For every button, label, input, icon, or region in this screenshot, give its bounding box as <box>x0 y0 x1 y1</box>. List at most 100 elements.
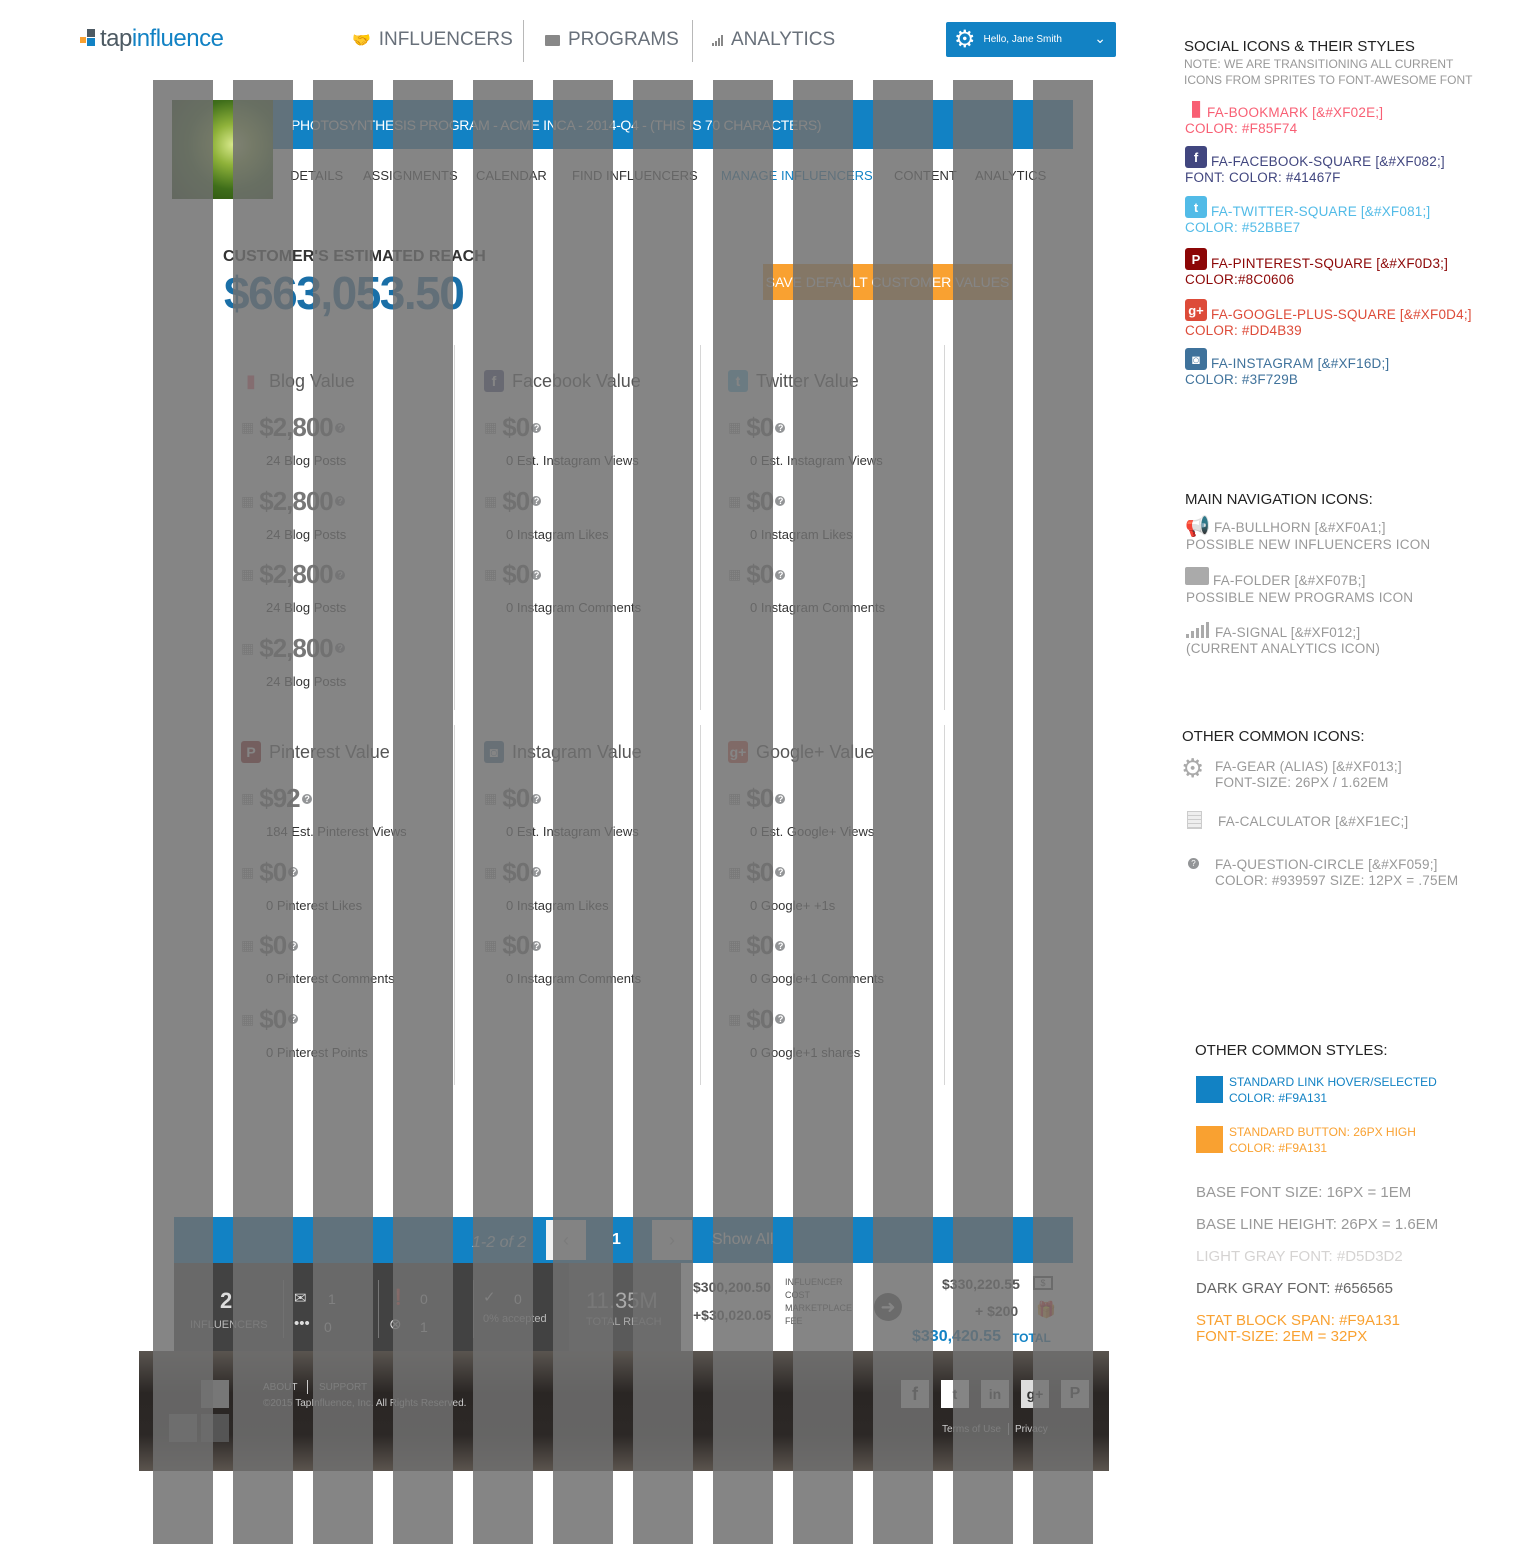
bullhorn-desc: POSSIBLE NEW INFLUENCERS ICON <box>1186 537 1431 552</box>
save-default-values-button[interactable]: SAVE DEFAULT CUSTOMER VALUES <box>763 264 1012 300</box>
amount-value: $2,800 <box>259 412 334 442</box>
question-circle-icon[interactable]: ? <box>775 569 786 580</box>
calculator-icon: ▦ <box>241 492 254 509</box>
tab-assignments[interactable]: ASSIGNMENTS <box>363 168 458 183</box>
card-amount: ▦ $0? <box>241 1004 299 1035</box>
linkedin-icon[interactable]: in <box>981 1380 1009 1408</box>
card-amount: ▦ $0? <box>484 783 542 814</box>
card-metric-desc: 24 Blog Posts <box>266 453 347 468</box>
current-page[interactable]: 1 <box>612 1231 621 1248</box>
mail-count: 1 <box>328 1291 336 1307</box>
pagination-bar <box>174 1217 1073 1263</box>
column-divider <box>454 345 455 710</box>
next-page-button[interactable]: › <box>652 1220 692 1260</box>
question-circle-icon[interactable]: ? <box>334 569 345 580</box>
pinterest-square-icon: P <box>1185 248 1207 270</box>
question-circle-icon[interactable]: ? <box>775 940 786 951</box>
question-circle-icon[interactable]: ? <box>531 793 542 804</box>
card-metric-desc: 0 Google+1 shares <box>750 1044 861 1060</box>
logo[interactable]: tap influence <box>80 25 224 52</box>
nav-influencers[interactable]: 🤝 INFLUENCERS <box>352 28 513 52</box>
question-circle-icon[interactable]: ? <box>334 422 345 433</box>
question-circle-icon[interactable]: ? <box>775 422 786 433</box>
question-circle-icon[interactable]: ? <box>531 569 542 580</box>
calculator-icon: ▦ <box>484 492 497 509</box>
question-circle-icon[interactable]: ? <box>531 422 542 433</box>
card-header: P Pinterest Value <box>241 741 390 763</box>
question-circle-icon[interactable]: ? <box>334 496 345 506</box>
nav-analytics-label: ANALYTICS <box>731 29 836 50</box>
other-icons-title: OTHER COMMON ICONS: <box>1182 728 1365 745</box>
terms-link[interactable]: Terms of Use <box>942 1424 1001 1435</box>
card-metric-desc: 0 Instagram Comments <box>506 971 642 986</box>
question-circle-icon[interactable]: ? <box>288 867 299 877</box>
social-style-name: FA-FACEBOOK-SQUARE [&#XF082;] <box>1211 154 1445 169</box>
amount-value: $0 <box>746 856 774 887</box>
twitter-square-icon: t <box>1185 196 1207 218</box>
amount-value: $0 <box>502 412 530 442</box>
card-header: ◙ Instagram Value <box>484 741 642 763</box>
question-circle-icon[interactable]: ? <box>334 643 345 653</box>
pinterest-square-icon: P <box>241 741 261 763</box>
subtotal: $330,220.55 <box>942 1276 1020 1292</box>
card-metric-desc: 0 Google+1 Comments <box>750 971 885 986</box>
amount-value: $0 <box>502 559 530 589</box>
question-circle-icon[interactable]: ? <box>288 1014 299 1024</box>
calculator-icon: ▦ <box>728 419 741 435</box>
column-divider <box>454 725 455 1085</box>
nav-analytics[interactable]: ANALYTICS <box>712 28 835 52</box>
question-circle-icon[interactable]: ? <box>531 940 542 951</box>
google-plus-square-icon: g+ <box>728 741 748 763</box>
tab-content[interactable]: CONTENT <box>894 168 957 183</box>
tab-find-influencers[interactable]: FIND INFLUENCERS <box>572 168 698 183</box>
card-metric-desc: 0 Est. Instagram Views <box>506 453 639 468</box>
card-amount: ▦ $2,800? <box>241 559 345 590</box>
pinterest-icon[interactable]: P <box>1061 1380 1089 1408</box>
chevron-right-icon: › <box>669 1229 675 1250</box>
signal-name: FA-SIGNAL [&#XF012;] <box>1215 625 1361 640</box>
nav-influencers-label: INFLUENCERS <box>378 29 513 50</box>
nav-programs[interactable]: PROGRAMS <box>545 28 679 52</box>
social-style-name: FA-BOOKMARK [&#XF02E;] <box>1207 105 1384 120</box>
privacy-link[interactable]: Privacy <box>1015 1424 1048 1435</box>
question-circle-icon[interactable]: ? <box>775 793 786 804</box>
amount-value: $92 <box>259 783 300 813</box>
arrow-right-icon[interactable]: ➜ <box>874 1293 902 1321</box>
tab-analytics[interactable]: ANALYTICS <box>975 168 1047 183</box>
reach-value: $663,053.50 <box>224 267 465 319</box>
amount-value: $0 <box>746 1003 774 1034</box>
tab-manage-influencers[interactable]: MANAGE INFLUENCERS <box>721 168 873 183</box>
calculator-icon: ▦ <box>241 566 254 582</box>
show-all-link[interactable]: Show All <box>712 1231 774 1248</box>
user-menu[interactable]: ⚙ Hello, Jane Smith ⌄ <box>946 22 1116 57</box>
amount-value: $0 <box>502 930 530 960</box>
question-circle-icon[interactable]: ? <box>775 867 786 877</box>
question-circle-icon[interactable]: ? <box>531 867 542 877</box>
prev-page-button[interactable]: ‹ <box>546 1220 586 1260</box>
calculator-icon: ▦ <box>728 566 741 582</box>
footer-divider <box>1008 1423 1009 1435</box>
question-circle-icon[interactable]: ? <box>775 496 786 506</box>
twitter-icon[interactable]: t <box>941 1380 969 1408</box>
gear-icon: ⚙ <box>954 25 976 53</box>
facebook-icon[interactable]: f <box>901 1380 929 1408</box>
social-style-color: COLOR: #DD4B39 <box>1185 323 1302 338</box>
question-circle-icon[interactable]: ? <box>288 940 299 951</box>
stat-divider <box>473 1280 474 1338</box>
footer-support-link[interactable]: SUPPORT <box>319 1382 368 1393</box>
total-reach-value: 11.35M <box>586 1288 658 1313</box>
google-plus-icon[interactable]: g+ <box>1021 1380 1049 1408</box>
tab-calendar[interactable]: CALENDAR <box>476 168 547 183</box>
user-greeting: Hello, Jane Smith <box>983 34 1062 45</box>
tab-details[interactable]: DETAILS <box>290 168 344 183</box>
footer-about-link[interactable]: ABOUT <box>263 1382 298 1393</box>
footer-copyright: ©2015 TapInfluence, Inc. All Rights Rese… <box>263 1398 467 1409</box>
question-circle-icon[interactable]: ? <box>775 1014 786 1024</box>
card-amount: ▦ $0? <box>484 486 542 517</box>
question-circle-icon[interactable]: ? <box>301 793 312 804</box>
folder-desc: POSSIBLE NEW PROGRAMS ICON <box>1186 590 1414 605</box>
card-amount: ▦ $0? <box>728 486 786 517</box>
question-circle-icon[interactable]: ? <box>531 496 542 506</box>
card-amount: ▦ $0? <box>728 412 786 443</box>
alert-icon: ❗ <box>389 1289 408 1306</box>
